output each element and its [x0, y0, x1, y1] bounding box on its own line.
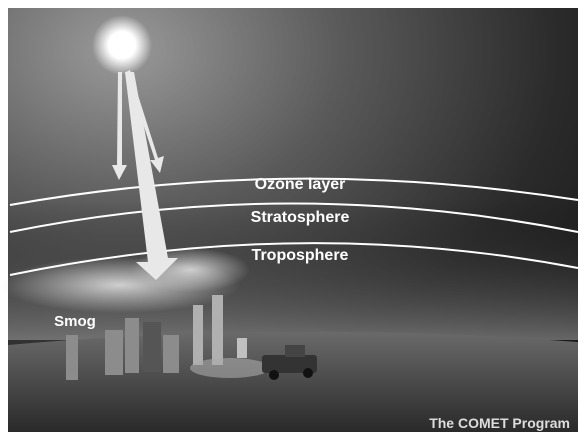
exhaust	[190, 358, 270, 378]
illustration: Ozone layer Stratosphere Troposphere Smo…	[0, 0, 581, 436]
credit: The COMET Program	[429, 415, 570, 431]
layer-label: Ozone layer	[255, 176, 346, 193]
layer-label: Stratosphere	[251, 209, 350, 226]
sun	[92, 15, 152, 75]
layer-label: Troposphere	[252, 247, 349, 264]
smog-label: Smog	[54, 313, 96, 330]
